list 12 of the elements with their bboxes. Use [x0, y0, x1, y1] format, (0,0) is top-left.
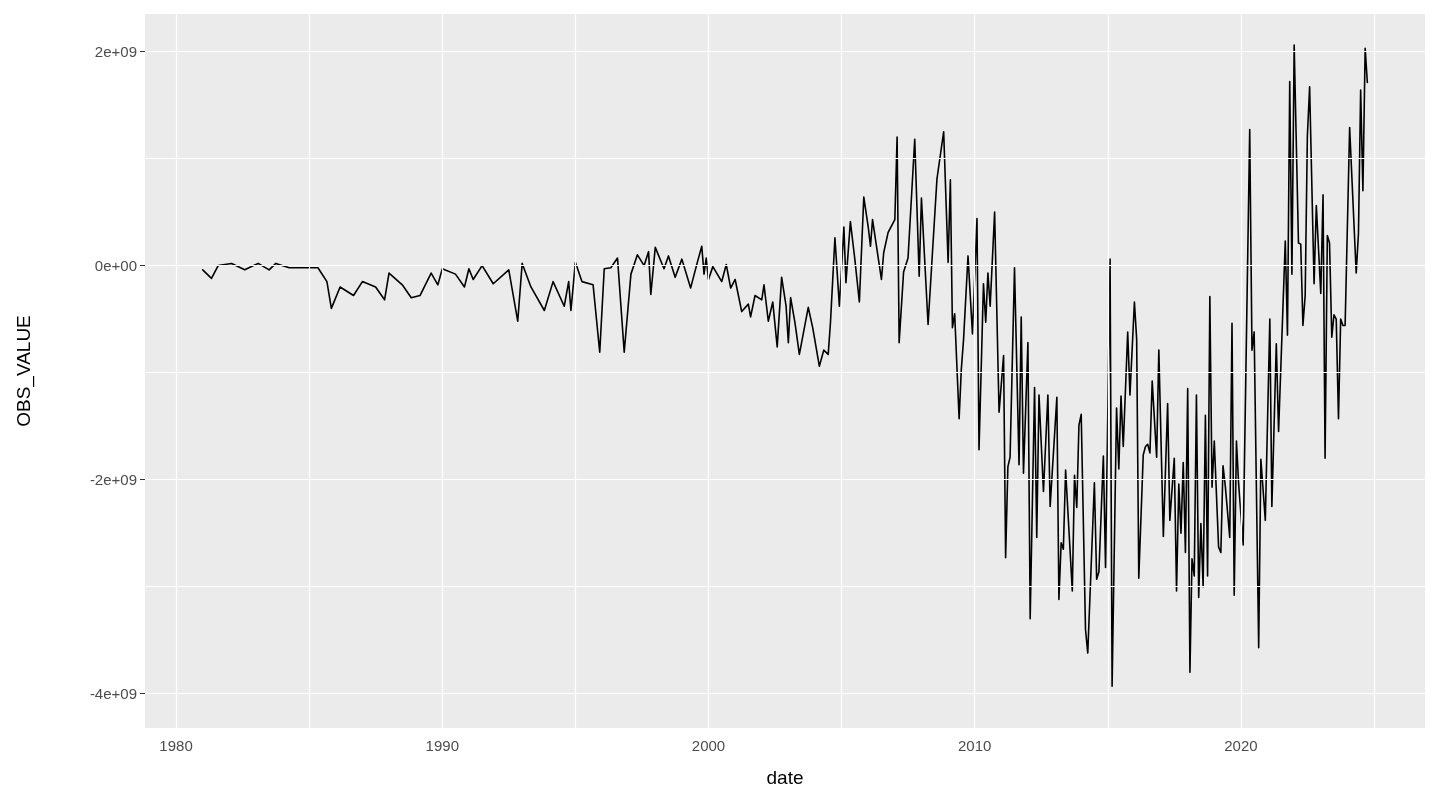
x-tick-label: 2020 [1224, 737, 1258, 754]
x-tick-label: 2010 [958, 737, 992, 754]
x-tick-label: 2000 [691, 737, 726, 754]
x-tick-label: 1980 [159, 737, 193, 754]
x-tick-label: 1990 [425, 737, 459, 754]
x-axis-title: date [766, 767, 804, 788]
y-tick-label: -4e+09 [89, 685, 137, 703]
line-series [201, 44, 1369, 688]
y-tick-label: 2e+09 [94, 42, 137, 60]
y-tick-label: -2e+09 [89, 471, 137, 489]
y-tick-label: 0e+00 [94, 257, 137, 275]
y-axis-title: OBS_VALUE [13, 315, 35, 427]
